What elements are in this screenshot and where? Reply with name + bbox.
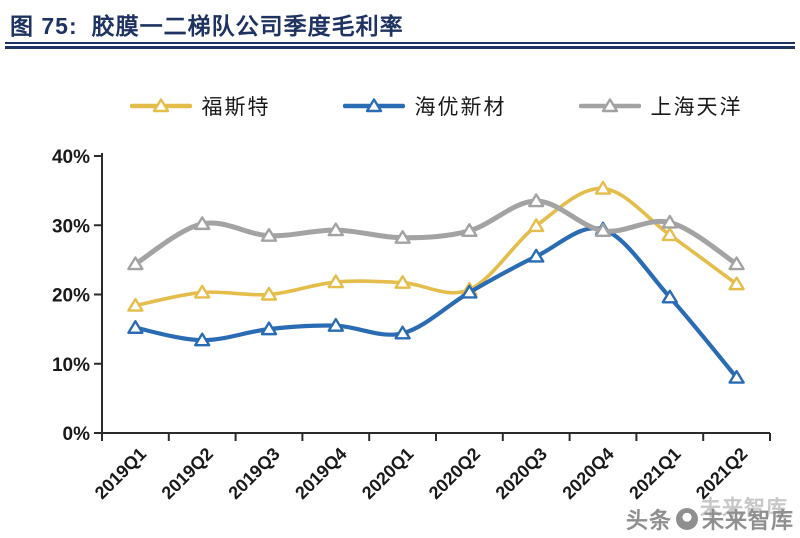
divider-line-thin <box>5 42 795 44</box>
series-marker-1-9 <box>728 369 745 384</box>
y-tick-label: 20% <box>52 286 90 307</box>
legend-marker-icon <box>578 98 641 113</box>
series-marker-1-3 <box>327 317 344 332</box>
legend-item-2: 上海天洋 <box>578 91 743 121</box>
figure-number: 图 75: <box>10 13 78 39</box>
legend-triangle-icon <box>152 98 169 113</box>
line-chart: 0%10%20%30%40%2019Q1 2019Q2 2019Q3 2019Q4 20… <box>52 147 771 503</box>
x-tick-label: 2019Q4 <box>291 444 350 503</box>
series-marker-2-6 <box>528 193 545 208</box>
series-marker-1-4 <box>394 325 411 340</box>
series-marker-1-0 <box>127 320 144 334</box>
series-marker-2-7 <box>594 223 612 237</box>
series-marker-1-6 <box>528 248 545 263</box>
series-line-2 <box>132 198 740 267</box>
legend-triangle-icon <box>365 98 382 113</box>
legend-label: 上海天洋 <box>650 95 743 119</box>
series-line-0 <box>133 186 739 308</box>
x-tick-label: 2019Q1 <box>91 444 150 503</box>
y-tick-label: 0% <box>63 424 91 445</box>
x-tick-label: 2019Q2 <box>158 444 217 503</box>
x-tick-label: 2020Q1 <box>358 444 417 503</box>
series-marker-2-9 <box>728 256 745 271</box>
x-tick-label: 2021Q2 <box>692 444 751 503</box>
series-marker-1-8 <box>661 289 678 304</box>
figure-title-text: 胶膜一二梯队公司季度毛利率 <box>91 13 404 39</box>
series-marker-2-5 <box>461 223 478 237</box>
title-divider <box>5 42 795 49</box>
series-marker-0-1 <box>194 284 211 299</box>
x-tick-label: 2019Q3 <box>224 444 283 503</box>
divider-line-thick <box>5 46 795 49</box>
series-marker-0-3 <box>327 274 344 289</box>
x-tick-label: 2020Q2 <box>425 444 484 503</box>
series-marker-2-0 <box>127 256 144 271</box>
series-marker-0-9 <box>728 276 745 291</box>
series-marker-2-2 <box>260 227 278 242</box>
chart-legend: 福斯特 海优新材 上海天洋 <box>102 88 770 124</box>
figure-title: 图 75: 胶膜一二梯队公司季度毛利率 <box>10 7 404 41</box>
x-tick-label: 2020Q4 <box>558 444 617 503</box>
series-marker-0-2 <box>260 286 278 301</box>
series-marker-0-4 <box>394 275 411 289</box>
legend-item-1: 海优新材 <box>342 91 507 121</box>
series-marker-0-7 <box>594 180 612 195</box>
y-tick-label: 10% <box>52 355 90 376</box>
legend-triangle-icon <box>601 98 618 113</box>
legend-label: 福斯特 <box>201 95 271 119</box>
series-marker-1-1 <box>194 332 211 347</box>
x-tick-label: 2021Q1 <box>625 444 684 503</box>
series-marker-0-8 <box>661 227 678 242</box>
legend-marker-icon <box>129 98 192 113</box>
y-tick-label: 40% <box>52 147 90 168</box>
series-marker-0-6 <box>528 218 545 233</box>
series-marker-2-3 <box>327 222 344 237</box>
y-tick-label: 30% <box>52 216 90 237</box>
x-tick-label: 2020Q3 <box>492 444 551 503</box>
series-marker-2-8 <box>661 214 678 229</box>
series-line-1 <box>133 226 739 380</box>
legend-item-0: 福斯特 <box>129 91 271 121</box>
series-marker-2-1 <box>194 216 211 231</box>
series-marker-1-2 <box>260 321 278 336</box>
series-marker-1-5 <box>461 284 478 299</box>
legend-label: 海优新材 <box>414 95 507 119</box>
legend-marker-icon <box>342 98 405 113</box>
series-marker-2-4 <box>394 230 411 244</box>
series-marker-0-0 <box>127 297 144 312</box>
